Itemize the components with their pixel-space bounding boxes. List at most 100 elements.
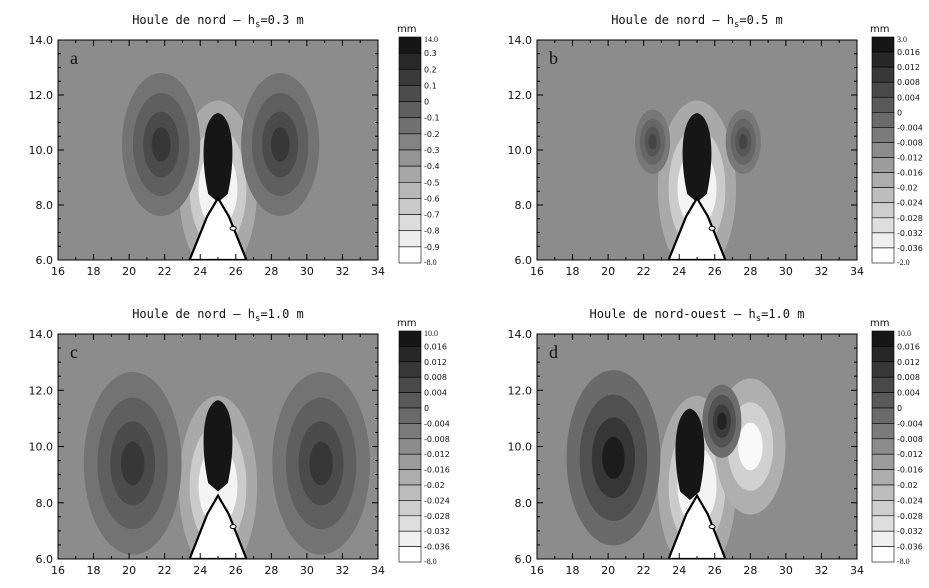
colorbar-label: 0.008 <box>897 373 920 382</box>
panel-letter: a <box>70 48 78 68</box>
colorbar-label: -0.036 <box>424 543 450 552</box>
colorbar-box <box>871 51 895 68</box>
x-tick-label: 26 <box>708 564 722 577</box>
colorbar-label: -0.032 <box>897 527 923 536</box>
colorbar-label: 0.012 <box>897 358 920 367</box>
colorbar-unit: mm <box>397 318 416 329</box>
y-tick-label: 6.0 <box>36 254 54 267</box>
colorbar-label: 0.016 <box>424 342 447 351</box>
y-tick-label: 10.0 <box>508 441 533 454</box>
panel-a: 16 18 20 22 24 26 28 30 32 34 6.0 8.0 10.0 12.0 14.0 Ho… <box>29 13 440 278</box>
x-tick-label: 18 <box>87 265 101 278</box>
plume-contour-3 <box>738 422 763 471</box>
colorbar-box <box>398 117 422 135</box>
colorbar-top-label: 3.0 <box>897 35 907 44</box>
colorbar-box <box>398 407 422 424</box>
colorbar-box <box>398 68 422 86</box>
panel-title-main: Houle de nord – h <box>132 307 255 321</box>
lobe-1-ring-4 <box>151 127 171 162</box>
colorbar-label: -0.028 <box>897 214 923 223</box>
colorbar-label: -0.024 <box>897 496 923 505</box>
panel-title-tail: =1.0 m <box>761 307 804 321</box>
colorbar-box <box>871 423 895 440</box>
colorbar-label: 0 <box>424 404 429 413</box>
panel-title-main: Houle de nord-ouest – h <box>590 307 756 321</box>
colorbar-label: -0.004 <box>424 419 450 428</box>
colorbar-box <box>398 52 422 70</box>
x-tick-label: 28 <box>264 265 278 278</box>
colorbar-box <box>871 96 895 113</box>
colorbar-unit: mm <box>870 318 889 329</box>
x-tick-label: 34 <box>371 265 385 278</box>
panel-title-subscript: s <box>734 20 739 30</box>
lobe-1-ring-4 <box>120 441 145 486</box>
x-tick-label: 28 <box>743 265 757 278</box>
colorbar-label: -0.02 <box>897 184 918 193</box>
colorbar-label: -0.5 <box>424 178 440 187</box>
colorbar-box <box>398 214 422 232</box>
colorbar-box <box>871 392 895 409</box>
y-tick-label: 8.0 <box>36 199 54 212</box>
panel-title-tail: =1.0 m <box>260 307 303 321</box>
panel-title-tail: =0.5 m <box>739 13 782 27</box>
x-tick-label: 24 <box>193 265 207 278</box>
colorbar-label: -0.012 <box>424 450 450 459</box>
colorbar-bottom-label: -8.0 <box>897 557 910 566</box>
colorbar-box <box>398 346 422 363</box>
y-tick-label: 10.0 <box>29 441 54 454</box>
lobe-2-ring-4 <box>738 134 748 150</box>
colorbar-label: -0.016 <box>424 466 450 475</box>
central-maximum <box>203 112 233 203</box>
y-tick-label: 8.0 <box>515 497 533 510</box>
colorbar-box <box>871 515 895 532</box>
x-tick-label: 24 <box>672 564 686 577</box>
colorbar-label: -0.02 <box>424 481 445 490</box>
x-tick-label: 20 <box>601 265 615 278</box>
colorbar-box <box>871 36 895 53</box>
colorbar-label: -0.2 <box>424 130 440 139</box>
colorbar-box <box>398 500 422 517</box>
x-tick-label: 16 <box>530 564 544 577</box>
x-tick-label: 22 <box>158 564 172 577</box>
colorbar-box <box>398 330 422 347</box>
colorbar-label: -0.016 <box>897 169 923 178</box>
x-tick-label: 26 <box>229 265 243 278</box>
x-tick-label: 20 <box>601 564 615 577</box>
colorbar-label: -0.036 <box>897 244 923 253</box>
colorbar-label: 0.004 <box>897 389 920 398</box>
y-tick-label: 14.0 <box>29 34 54 47</box>
colorbar-box <box>398 36 422 54</box>
contour-field <box>537 334 857 559</box>
x-tick-label: 22 <box>637 265 651 278</box>
colorbar-label: -0.024 <box>897 199 923 208</box>
colorbar-box <box>398 101 422 119</box>
colorbar-label: -0.3 <box>424 146 440 155</box>
colorbar-box <box>398 376 422 393</box>
colorbar-box <box>398 423 422 440</box>
colorbar-bottom-label: -8.0 <box>424 557 437 566</box>
colorbar-box <box>871 66 895 83</box>
colorbar-label: 0.1 <box>424 81 437 90</box>
colorbar-label: 0.008 <box>897 78 920 87</box>
colorbar-box <box>398 530 422 547</box>
panel-title-tail: =0.3 m <box>260 13 303 27</box>
colorbar-label: 0.012 <box>424 358 447 367</box>
colorbar-box <box>871 484 895 501</box>
colorbar-label: -0.008 <box>424 435 450 444</box>
panel-title-main: Houle de nord – h <box>132 13 255 27</box>
y-tick-label: 12.0 <box>508 89 533 102</box>
y-tick-label: 14.0 <box>508 328 533 341</box>
x-tick-label: 18 <box>566 265 580 278</box>
x-tick-label: 20 <box>122 265 136 278</box>
colorbar-box <box>398 392 422 409</box>
colorbar-box <box>398 181 422 199</box>
central-maximum <box>203 400 233 492</box>
colorbar-box <box>398 515 422 532</box>
colorbar-box <box>398 198 422 215</box>
colorbar-box <box>398 230 422 248</box>
islet <box>229 524 237 530</box>
colorbar-box <box>871 500 895 517</box>
colorbar-box <box>871 530 895 547</box>
x-tick-label: 32 <box>335 564 349 577</box>
central-maximum <box>682 112 712 203</box>
